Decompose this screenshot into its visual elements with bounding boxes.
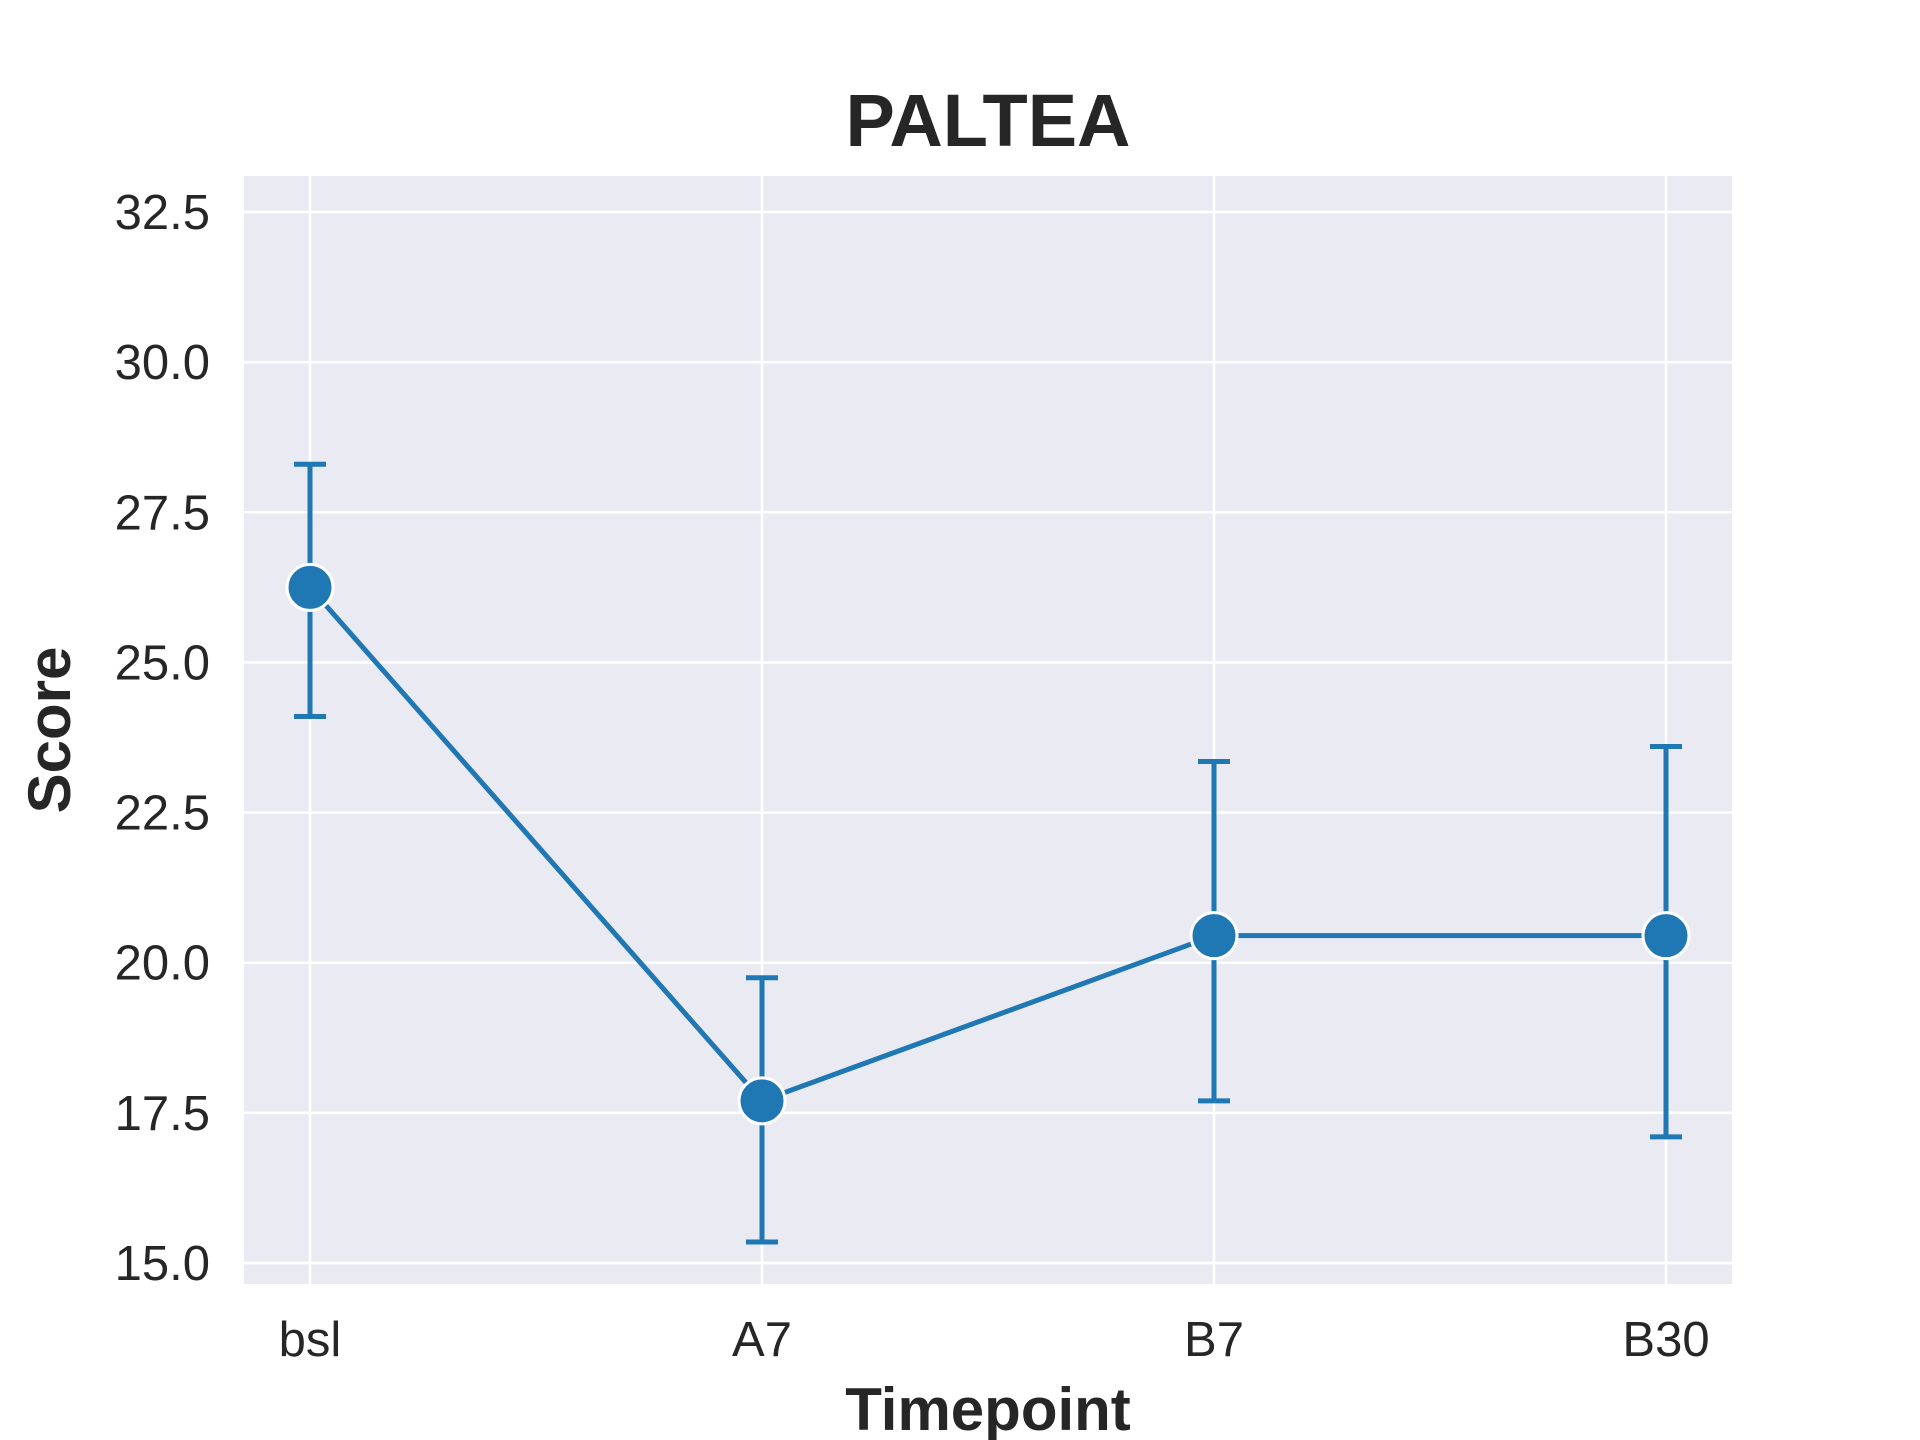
y-tick-label: 30.0 <box>115 336 210 390</box>
y-tick-label: 20.0 <box>115 937 210 991</box>
y-axis-label: Score <box>16 647 83 814</box>
data-point <box>285 562 335 612</box>
data-point <box>1641 911 1691 961</box>
series-polyline <box>308 585 1666 1104</box>
x-tick-label: B7 <box>1184 1313 1244 1367</box>
y-tick-label: 15.0 <box>115 1237 210 1291</box>
x-tick-label: A7 <box>732 1313 792 1367</box>
y-tick-labels: 15.0 17.5 20.0 22.5 25.0 27.5 30.0 32.5 <box>115 186 210 1291</box>
x-axis-label: Timepoint <box>845 1376 1131 1440</box>
x-tick-label: bsl <box>279 1313 342 1367</box>
x-tick-label: B30 <box>1622 1313 1709 1367</box>
data-point <box>1189 911 1239 961</box>
chart-title: PALTEA <box>845 79 1130 162</box>
x-tick-labels: bsl A7 B7 B30 <box>279 1313 1710 1367</box>
y-tick-label: 17.5 <box>115 1087 210 1141</box>
y-tick-label: 27.5 <box>115 486 210 540</box>
y-tick-label: 25.0 <box>115 636 210 690</box>
data-points <box>285 562 1691 1126</box>
series-line <box>308 585 1666 1104</box>
data-point <box>737 1076 787 1126</box>
y-tick-label: 22.5 <box>115 787 210 841</box>
y-tick-label: 32.5 <box>115 186 210 240</box>
plot-background <box>244 176 1732 1284</box>
